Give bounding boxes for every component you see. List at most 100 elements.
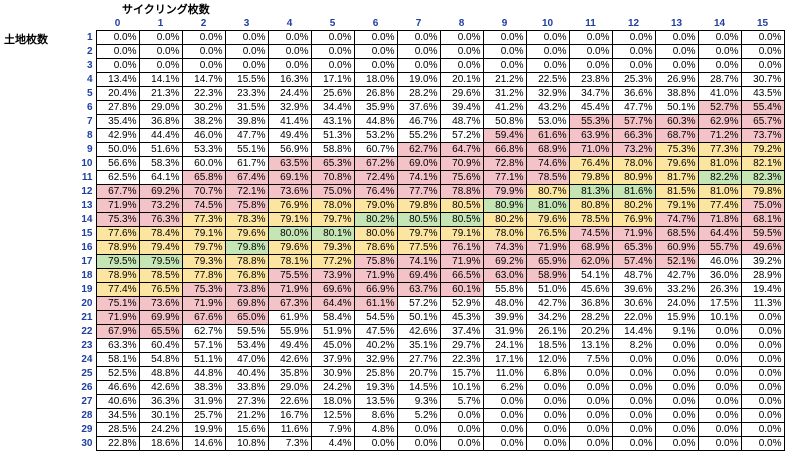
probability-cell: 52.9%	[439, 296, 484, 311]
probability-cell: 56.9%	[267, 142, 312, 157]
probability-cell: 60.4%	[138, 338, 183, 353]
probability-cell: 79.6%	[654, 156, 699, 171]
probability-cell: 28.2%	[568, 310, 613, 325]
probability-cell: 14.1%	[138, 72, 183, 87]
probability-cell: 53.4%	[224, 338, 269, 353]
probability-cell: 30.2%	[181, 100, 226, 115]
probability-cell: 79.8%	[396, 198, 441, 213]
probability-cell: 79.8%	[224, 240, 269, 255]
table-row: 13 71.9% 73.2% 74.5% 75.8% 76.9% 78.0% 79.0% 79.…	[74, 198, 785, 213]
probability-cell: 0.0%	[568, 44, 613, 59]
probability-cell: 18.0%	[353, 72, 398, 87]
cycling-count-title: サイクリング枚数	[122, 4, 210, 16]
probability-cell: 35.8%	[267, 366, 312, 381]
probability-cell: 14.4%	[611, 324, 656, 339]
probability-cell: 70.8%	[310, 170, 355, 185]
probability-cell: 78.8%	[224, 254, 269, 269]
probability-cell: 57.2%	[396, 296, 441, 311]
probability-cell: 81.3%	[568, 184, 613, 199]
probability-cell: 20.2%	[568, 324, 613, 339]
probability-cell: 81.6%	[611, 184, 656, 199]
probability-cell: 0.0%	[654, 338, 699, 353]
probability-cell: 0.0%	[310, 44, 355, 59]
row-header: 19	[81, 283, 93, 295]
probability-cell: 39.4%	[439, 100, 484, 115]
probability-cell: 0.0%	[697, 58, 742, 73]
probability-cell: 36.6%	[611, 86, 656, 101]
probability-cell: 0.0%	[568, 394, 613, 409]
probability-cell: 58.4%	[310, 310, 355, 325]
probability-cell: 31.2%	[482, 86, 527, 101]
probability-cell: 33.8%	[224, 380, 269, 395]
probability-cell: 38.2%	[181, 114, 226, 129]
column-header: 6	[372, 17, 379, 29]
probability-cell: 21.3%	[138, 86, 183, 101]
table-row: 2 0.0% 0.0% 0.0% 0.0% 0.0% 0.0% 0.0% 0.0% 0.0% 0.0…	[74, 44, 785, 59]
probability-cell: 65.3%	[310, 156, 355, 171]
probability-cell: 80.0%	[353, 226, 398, 241]
probability-cell: 65.0%	[224, 310, 269, 325]
probability-cell: 64.4%	[697, 226, 742, 241]
table-body: 1 0.0% 0.0% 0.0% 0.0% 0.0% 0.0% 0.0% 0.0% 0.0% 0.0…	[74, 30, 785, 451]
probability-cell: 74.5%	[568, 226, 613, 241]
row-header: 28	[81, 409, 93, 421]
probability-cell: 47.0%	[224, 352, 269, 367]
row-header: 10	[81, 157, 93, 169]
probability-cell: 0.0%	[568, 380, 613, 395]
probability-cell: 78.1%	[267, 254, 312, 269]
row-header: 12	[81, 185, 93, 197]
row-header: 11	[81, 171, 93, 183]
probability-cell: 0.0%	[740, 366, 785, 381]
probability-cell: 46.0%	[181, 128, 226, 143]
row-header: 21	[81, 311, 93, 323]
table-row: 26 46.6% 42.6% 38.3% 33.8% 29.0% 24.2% 19.3% 14.…	[74, 380, 785, 395]
probability-cell: 0.0%	[482, 58, 527, 73]
probability-cell: 0.0%	[611, 44, 656, 59]
probability-cell: 38.8%	[654, 86, 699, 101]
probability-cell: 60.7%	[353, 142, 398, 157]
probability-cell: 46.7%	[396, 114, 441, 129]
row-header: 27	[81, 395, 93, 407]
probability-cell: 67.7%	[95, 184, 140, 199]
column-header-row: 0 1 2 3 4 5 6 7 8 9 10 11 12 13 14 15	[74, 17, 784, 31]
probability-cell: 27.7%	[396, 352, 441, 367]
probability-cell: 75.8%	[224, 198, 269, 213]
probability-cell: 43.2%	[525, 100, 570, 115]
probability-cell: 64.1%	[138, 170, 183, 185]
probability-cell: 59.5%	[224, 324, 269, 339]
probability-cell: 79.8%	[740, 184, 785, 199]
probability-cell: 81.0%	[697, 184, 742, 199]
probability-cell: 67.3%	[267, 296, 312, 311]
probability-cell: 80.9%	[611, 170, 656, 185]
probability-cell: 41.2%	[482, 100, 527, 115]
probability-cell: 65.8%	[181, 170, 226, 185]
probability-cell: 65.9%	[525, 254, 570, 269]
probability-cell: 79.7%	[310, 212, 355, 227]
probability-cell: 30.7%	[740, 72, 785, 87]
probability-cell: 14.6%	[181, 436, 226, 451]
probability-cell: 50.1%	[396, 310, 441, 325]
probability-cell: 15.9%	[654, 310, 699, 325]
probability-cell: 9.1%	[654, 324, 699, 339]
probability-cell: 0.0%	[525, 58, 570, 73]
probability-cell: 69.2%	[138, 184, 183, 199]
probability-cell: 60.1%	[439, 282, 484, 297]
probability-cell: 81.7%	[654, 170, 699, 185]
probability-cell: 66.5%	[439, 268, 484, 283]
probability-cell: 70.9%	[439, 156, 484, 171]
probability-cell: 0.0%	[740, 324, 785, 339]
probability-cell: 71.9%	[95, 198, 140, 213]
column-header: 5	[329, 17, 336, 29]
probability-cell: 22.6%	[267, 394, 312, 409]
probability-cell: 49.6%	[740, 240, 785, 255]
probability-cell: 34.5%	[95, 408, 140, 423]
probability-cell: 49.4%	[267, 338, 312, 353]
probability-cell: 51.1%	[181, 352, 226, 367]
probability-cell: 0.0%	[568, 58, 613, 73]
probability-cell: 0.0%	[396, 30, 441, 45]
probability-cell: 31.5%	[224, 100, 269, 115]
probability-cell: 53.3%	[181, 142, 226, 157]
probability-cell: 29.0%	[267, 380, 312, 395]
probability-cell: 34.7%	[568, 86, 613, 101]
probability-cell: 0.0%	[740, 310, 785, 325]
